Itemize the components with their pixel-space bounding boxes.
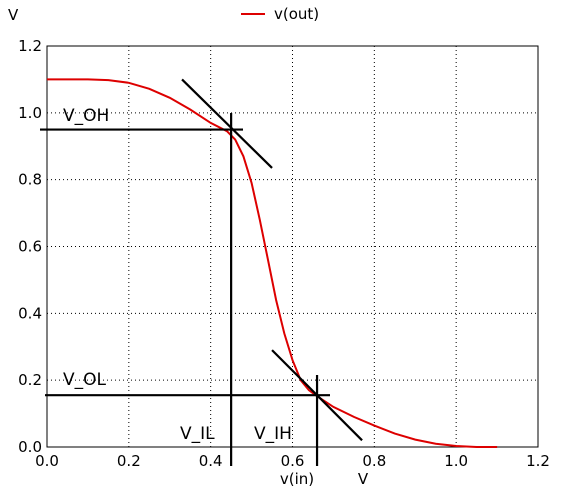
x-tick-label: 0.6	[281, 452, 305, 470]
series-line-vout	[47, 78, 498, 448]
annotation-vih-label: V_IH	[254, 424, 292, 444]
annotation-voh-label: V_OH	[63, 106, 109, 126]
x-tick-label: 1.2	[526, 452, 550, 470]
annotation-lines	[40, 78, 363, 466]
annotation-vil-label: V_IL	[180, 424, 215, 444]
y-tick-label: 0.0	[18, 438, 42, 456]
annotation-vol-label: V_OL	[63, 370, 107, 390]
x-axis-unit: V	[358, 470, 369, 488]
legend-label-vout: v(out)	[274, 5, 319, 23]
grid-lines	[47, 46, 538, 447]
x-tick-label: 0.8	[362, 452, 386, 470]
legend: v(out)	[241, 5, 319, 23]
x-axis-label: v(in)	[280, 470, 314, 488]
tangent-upper	[181, 78, 273, 169]
y-tick-label: 1.0	[18, 104, 42, 122]
plot-frame	[46, 45, 539, 448]
y-tick-label: 0.8	[18, 171, 42, 189]
x-tick-label: 0.2	[117, 452, 141, 470]
tangent-lower	[271, 349, 363, 442]
x-tick-label: 1.0	[444, 452, 468, 470]
y-tick-labels: 0.0 0.2 0.4 0.6 0.8 1.0 1.2	[18, 37, 42, 456]
y-tick-label: 0.4	[18, 304, 42, 322]
y-tick-label: 0.6	[18, 238, 42, 256]
x-tick-labels: 0.0 0.2 0.4 0.6 0.8 1.0 1.2	[35, 452, 550, 470]
x-tick-label: 0.4	[199, 452, 223, 470]
y-tick-label: 0.2	[18, 371, 42, 389]
series-lines	[47, 78, 498, 448]
y-tick-label: 1.2	[18, 37, 42, 55]
x-tick-label: 0.0	[35, 452, 59, 470]
y-axis-unit: V	[8, 6, 19, 24]
